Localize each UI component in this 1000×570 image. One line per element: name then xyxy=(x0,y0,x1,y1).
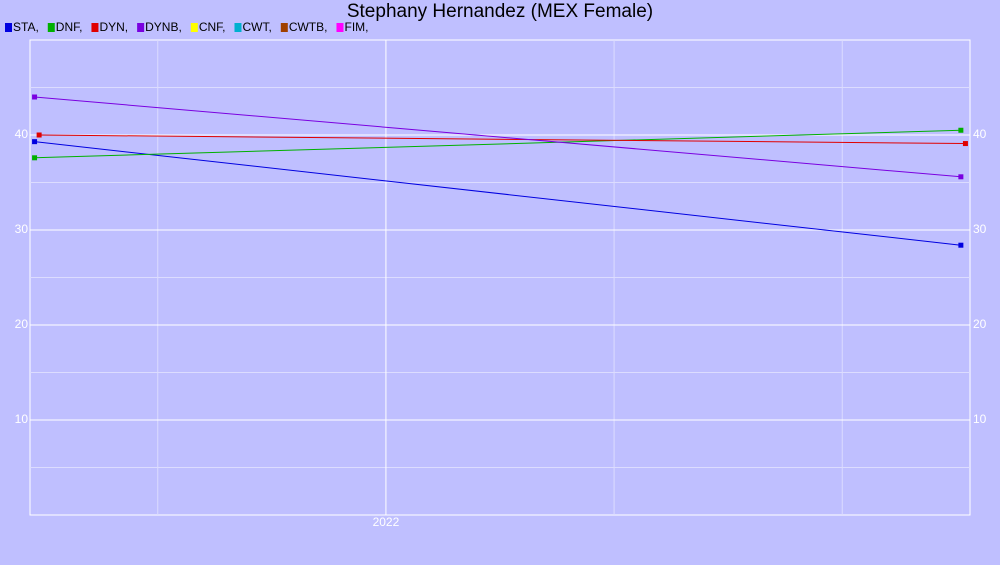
x-tick-label: 2022 xyxy=(373,515,400,529)
legend-label: CNF, xyxy=(199,20,226,34)
legend-swatch xyxy=(91,23,99,32)
y-tick-label: 40 xyxy=(15,127,29,141)
y2-tick-label: 20 xyxy=(973,317,987,331)
y2-tick-label: 30 xyxy=(973,222,987,236)
legend-swatch xyxy=(234,23,242,32)
point xyxy=(32,139,38,145)
legend-swatch xyxy=(190,23,198,32)
series-line xyxy=(34,96,961,178)
series-line xyxy=(34,129,961,159)
point xyxy=(32,155,38,161)
series-line xyxy=(39,134,966,145)
legend-label: DYN, xyxy=(99,20,128,34)
point xyxy=(958,127,964,133)
legend-swatch xyxy=(280,23,288,32)
series-line xyxy=(34,141,961,246)
legend-swatch xyxy=(47,23,55,32)
legend-label: DYNB, xyxy=(145,20,182,34)
legend-swatch xyxy=(137,23,145,32)
y2-tick-label: 40 xyxy=(973,127,987,141)
point xyxy=(958,174,964,180)
point xyxy=(958,242,964,248)
point xyxy=(32,94,38,100)
chart-title: Stephany Hernandez (MEX Female) xyxy=(347,1,653,22)
legend-swatch xyxy=(5,23,12,32)
legend-label: DNF, xyxy=(56,20,83,34)
legend-swatch xyxy=(336,23,344,32)
legend-label: CWT, xyxy=(242,20,271,34)
legend-label: FIM, xyxy=(344,20,368,34)
legend-label: CWTB, xyxy=(289,20,328,34)
y-tick-label: 20 xyxy=(15,317,29,331)
y-tick-label: 30 xyxy=(15,222,29,236)
point xyxy=(36,132,42,138)
legend-label: STA, xyxy=(13,20,39,34)
y2-tick-label: 10 xyxy=(973,412,987,426)
y-tick-label: 10 xyxy=(15,412,29,426)
point xyxy=(962,141,968,147)
